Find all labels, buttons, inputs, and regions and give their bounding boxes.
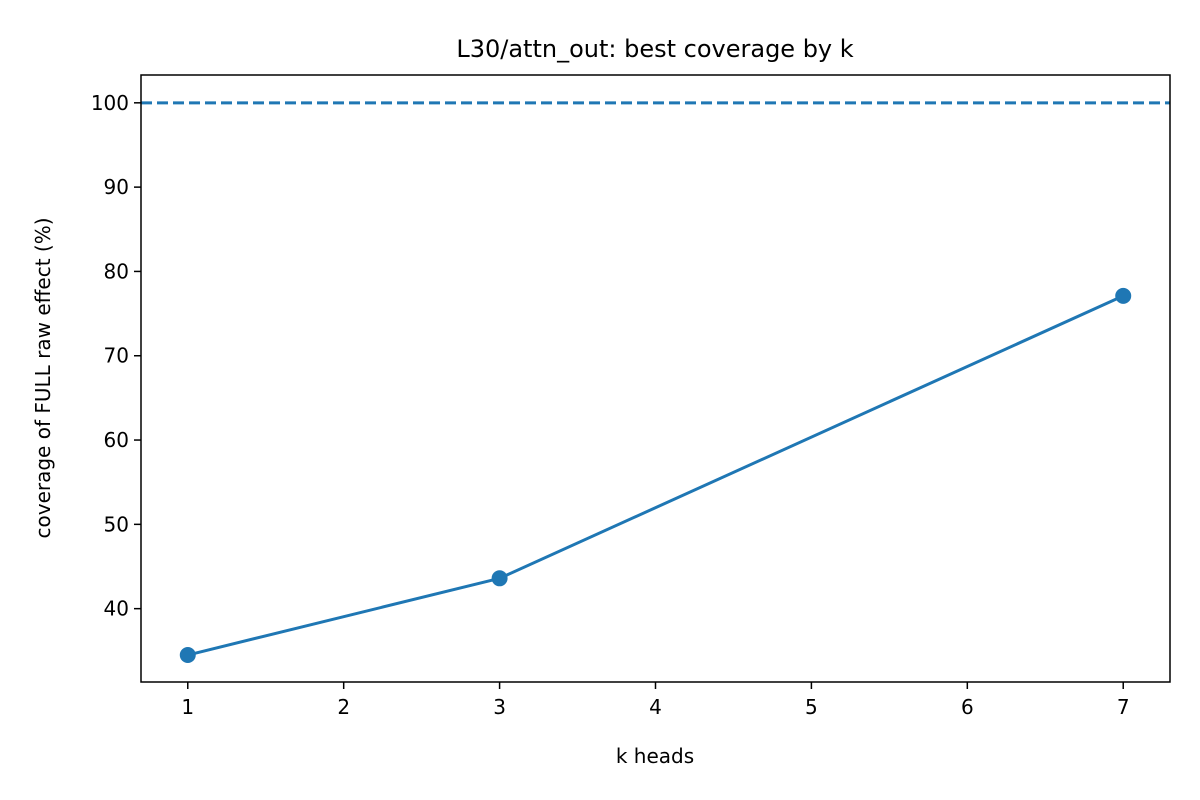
y-tick-label: 80 — [104, 259, 129, 283]
plot-area — [141, 101, 1170, 664]
chart-title: L30/attn_out: best coverage by k — [456, 35, 853, 63]
x-tick-label: 3 — [493, 695, 506, 719]
y-tick-label: 70 — [104, 344, 129, 368]
data-point-k1 — [179, 647, 196, 664]
x-tick-label: 1 — [181, 695, 194, 719]
y-tick-label: 90 — [104, 175, 129, 199]
y-tick-label: 100 — [91, 91, 129, 115]
x-tick-label: 6 — [961, 695, 974, 719]
x-tick-label: 5 — [805, 695, 818, 719]
data-point-k3 — [491, 570, 508, 587]
y-axis-label: coverage of FULL raw effect (%) — [31, 217, 55, 538]
data-point-k7 — [1115, 287, 1132, 304]
axis-ticks: 1 2 3 4 5 6 7 40 50 60 70 80 90 100 — [91, 91, 1130, 719]
y-tick-label: 50 — [104, 512, 129, 536]
y-tick-label: 60 — [104, 428, 129, 452]
x-axis-label: k heads — [616, 744, 694, 768]
y-tick-label: 40 — [104, 597, 129, 621]
x-tick-label: 2 — [337, 695, 350, 719]
x-tick-label: 7 — [1117, 695, 1130, 719]
x-tick-label: 4 — [649, 695, 662, 719]
plot-frame — [140, 74, 1171, 683]
